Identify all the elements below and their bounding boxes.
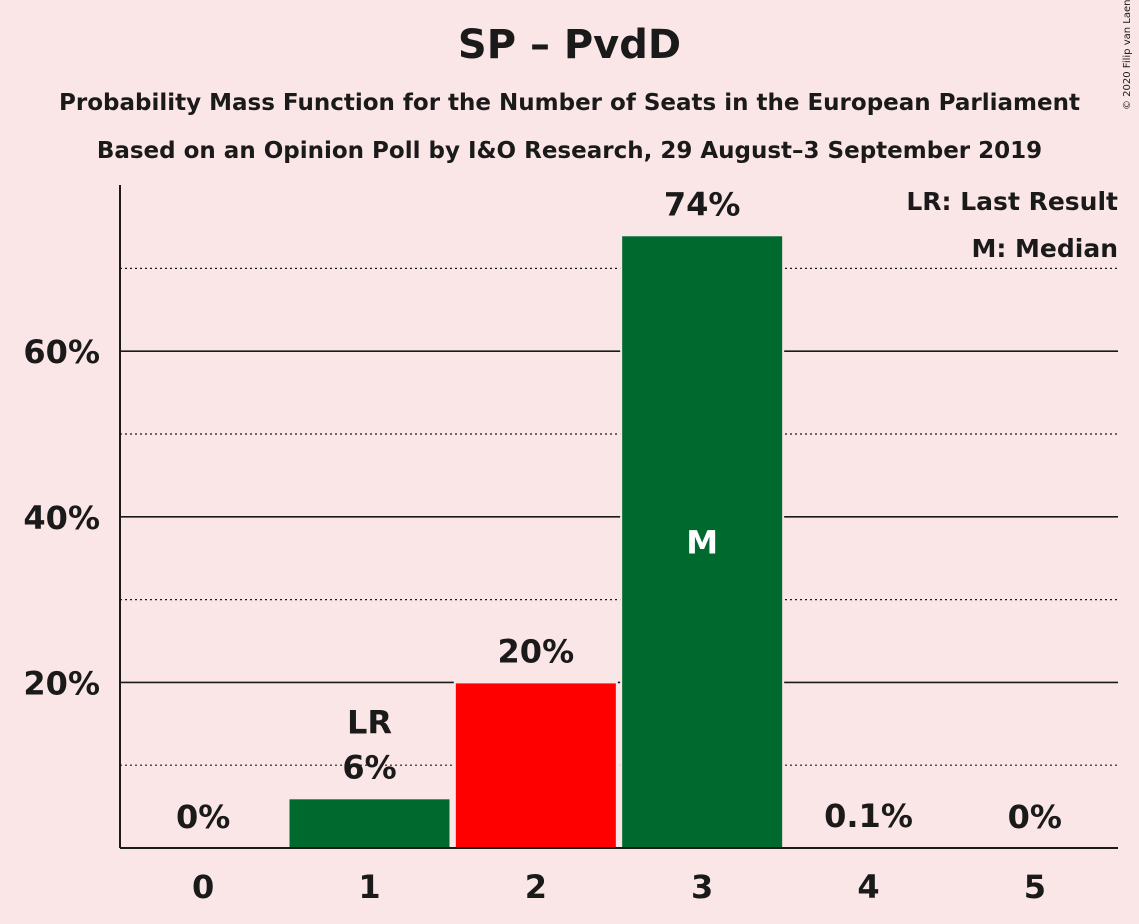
data-label: 20%: [498, 632, 575, 670]
grid-lines: [120, 267, 1118, 766]
x-tick-label: 0: [192, 868, 214, 906]
data-labels: 0% 6% LR 20% 74% M 0.1% 0%: [176, 185, 1062, 836]
last-result-marker: LR: [347, 703, 392, 741]
x-tick-label: 1: [358, 868, 380, 906]
x-tick-label: 2: [525, 868, 547, 906]
bar-2: [453, 681, 618, 850]
data-label: 74%: [664, 185, 741, 223]
y-tick-label: 40%: [23, 499, 100, 537]
x-tick-label: 5: [1024, 868, 1046, 906]
data-label: 0%: [1008, 798, 1062, 836]
legend-median: M: Median: [971, 234, 1118, 263]
data-label: 0%: [176, 798, 230, 836]
x-tick-label: 4: [857, 868, 879, 906]
chart-title: SP – PvdD: [457, 22, 682, 68]
chart-source-line: Based on an Opinion Poll by I&O Research…: [96, 138, 1043, 164]
x-tick-label: 3: [691, 868, 713, 906]
chart-subtitle: Probability Mass Function for the Number…: [59, 90, 1080, 116]
median-marker: M: [686, 524, 718, 562]
bars: [287, 234, 951, 850]
data-label: 0.1%: [824, 797, 913, 835]
bar-1: [287, 797, 452, 850]
y-tick-label: 60%: [23, 333, 100, 371]
data-label: 6%: [342, 748, 396, 786]
y-tick-label: 20%: [23, 664, 100, 702]
legend-last-result: LR: Last Result: [906, 187, 1118, 216]
axes: 20% 40% 60% 0 1 2 3 4 5: [23, 185, 1118, 906]
bar-3: [620, 234, 785, 849]
